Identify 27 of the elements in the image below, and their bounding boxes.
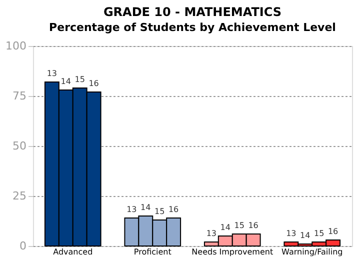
series-label: 14: [60, 77, 71, 86]
chart-title: GRADE 10 - MATHEMATICS: [103, 5, 282, 19]
text: 14: [220, 223, 230, 232]
x-tick-label: Warning/Failing: [282, 248, 343, 256]
text: 14: [300, 231, 310, 240]
x-tick-label: Proficient: [134, 248, 172, 256]
y-tick-label: 75: [12, 90, 26, 102]
y-tick-label: 100: [6, 40, 26, 52]
y-tick-label: 50: [12, 140, 26, 152]
x-tick-label: Needs Improvement: [192, 248, 274, 256]
text: 16: [248, 221, 258, 230]
text: 13: [286, 229, 296, 238]
text: 15: [154, 207, 165, 216]
text: 15: [314, 229, 324, 238]
series-label: 13: [46, 69, 58, 78]
text: 16: [168, 205, 179, 214]
text: 16: [328, 227, 338, 236]
series-label: 16: [88, 79, 99, 88]
text: 14: [140, 203, 151, 212]
chart-subtitle: Percentage of Students by Achievement Level: [49, 21, 336, 34]
x-tick-label: Advanced: [53, 248, 93, 256]
text: 13: [126, 205, 137, 214]
text: 13: [206, 229, 217, 238]
y-tick-label: 25: [12, 190, 26, 202]
series-label: 15: [74, 75, 85, 84]
y-tick-label: 0: [20, 240, 26, 252]
text: 15: [234, 221, 244, 230]
